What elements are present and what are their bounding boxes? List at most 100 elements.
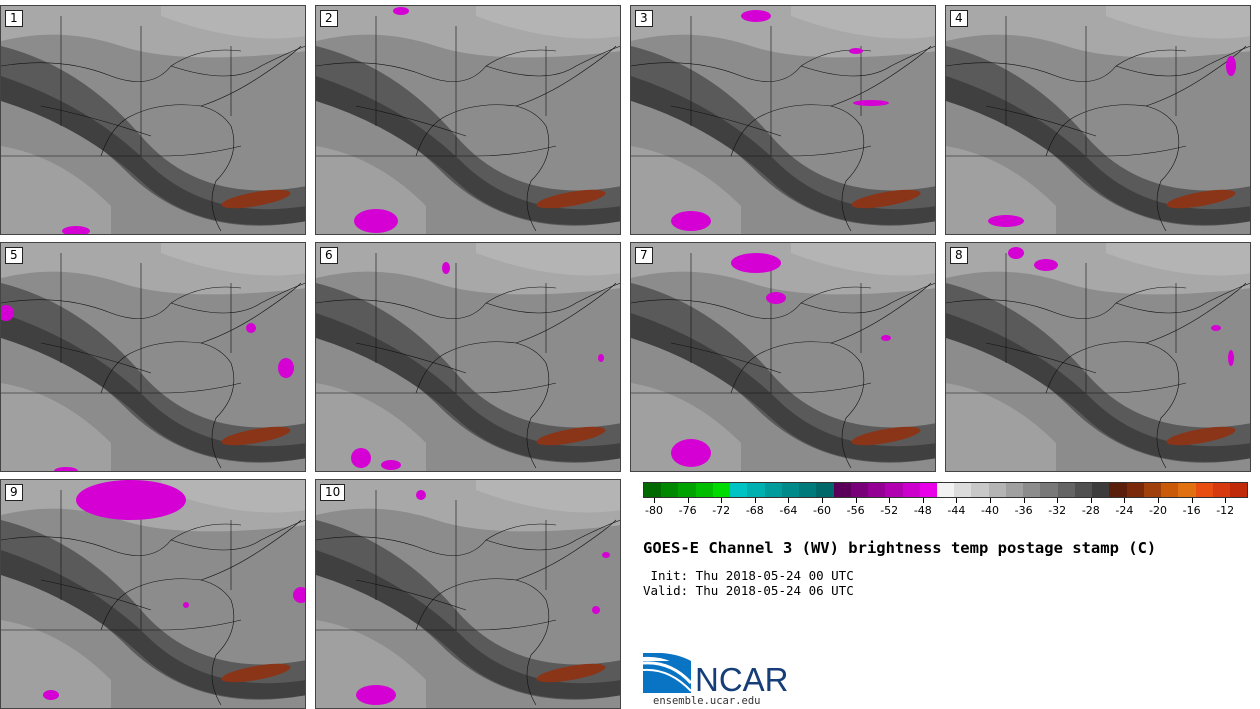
colorbar-segment: [747, 483, 765, 497]
colorbar-segment: [712, 483, 731, 497]
colorbar-segment: [661, 483, 679, 497]
wv-map: [1, 6, 305, 234]
panel-5: 5: [0, 242, 306, 472]
colorbar-segment: [730, 483, 748, 497]
panel-number: 8: [950, 247, 968, 264]
colorbar-segment: [644, 483, 662, 497]
colorbar-segment: [850, 483, 869, 497]
colorbar-segment: [695, 483, 713, 497]
colorbar-tick: [956, 498, 958, 503]
panel-number: 4: [950, 10, 968, 27]
panel-number: 7: [635, 247, 653, 264]
valid-time: Valid: Thu 2018-05-24 06 UTC: [643, 583, 854, 598]
colorbar-segment: [902, 483, 920, 497]
colorbar-ticks: -80 -76 -72 -68 -64 -60 -56 -52 -48 -44 -40 -36 -32 -…: [643, 498, 1248, 520]
colorbar-tick-label: -52: [880, 504, 899, 517]
colorbar-tick: [922, 498, 924, 503]
wv-map: [946, 6, 1250, 234]
colorbar-tick: [721, 498, 723, 503]
colorbar-segment: [781, 483, 800, 497]
colorbar-tick: [654, 498, 655, 503]
colorbar-tick-label: -24: [1115, 504, 1134, 517]
colorbar-tick: [1191, 498, 1193, 503]
colorbar-segment: [1092, 483, 1110, 497]
colorbar-tick-label: -80: [645, 504, 663, 517]
panel-8: 8: [945, 242, 1251, 472]
colorbar-segment: [833, 483, 851, 497]
logo-text: NCAR: [695, 661, 789, 695]
colorbar-tick: [1158, 498, 1159, 503]
ncar-logo: NCAR: [643, 653, 789, 695]
colorbar-segment: [764, 483, 782, 497]
colorbar-segment: [954, 483, 972, 497]
panel-6: 6: [315, 242, 621, 472]
wv-map: [316, 6, 620, 234]
panel-3: 3: [630, 5, 936, 235]
colorbar-tick-label: -68: [745, 504, 764, 517]
panel-number: 3: [635, 10, 653, 27]
colorbar-tick-label: -16: [1182, 504, 1201, 517]
colorbar-segment: [971, 483, 989, 497]
logo-url: ensemble.ucar.edu: [653, 695, 761, 707]
wv-map: [631, 243, 935, 471]
colorbar-tick: [1057, 498, 1059, 503]
colorbar-tick: [687, 498, 689, 503]
panel-1: 1: [0, 5, 306, 235]
panel-2: 2: [315, 5, 621, 235]
colorbar-segment: [1161, 483, 1179, 497]
colorbar-tick: [822, 498, 823, 503]
wv-map: [1, 243, 305, 471]
panel-10: 10: [315, 479, 621, 709]
panel-4: 4: [945, 5, 1251, 235]
colorbar-tick-label: -12: [1216, 504, 1235, 517]
colorbar-segment: [936, 483, 955, 497]
panel-number: 1: [5, 10, 23, 27]
colorbar-segment: [1109, 483, 1127, 497]
colorbar-segment: [816, 483, 834, 497]
colorbar-segment: [1212, 483, 1230, 497]
colorbar-tick-label: -64: [779, 504, 798, 517]
colorbar-segment: [1229, 483, 1248, 497]
panel-7: 7: [630, 242, 936, 472]
colorbar-segment: [678, 483, 696, 497]
colorbar-tick-label: -56: [846, 504, 865, 517]
colorbar-segment: [1126, 483, 1144, 497]
colorbar-tick: [855, 498, 857, 503]
panel-number: 2: [320, 10, 338, 27]
colorbar-tick: [788, 498, 790, 503]
panel-number: 5: [5, 247, 23, 264]
wv-map: [631, 6, 935, 234]
colorbar-segment: [1057, 483, 1075, 497]
colorbar-tick-label: -72: [712, 504, 731, 517]
colorbar-segment: [919, 483, 937, 497]
colorbar-tick: [990, 498, 991, 503]
colorbar-segment: [1074, 483, 1093, 497]
colorbar-tick-label: -28: [1081, 504, 1100, 517]
panel-9: 9: [0, 479, 306, 709]
panel-number: 6: [320, 247, 338, 264]
colorbar-tick: [1124, 498, 1126, 503]
panel-number: 9: [5, 484, 23, 501]
wv-map: [1, 480, 305, 708]
colorbar-segment: [1005, 483, 1024, 497]
colorbar-segment: [1023, 483, 1041, 497]
colorbar-tick: [889, 498, 891, 503]
colorbar-segment: [885, 483, 903, 497]
colorbar-tick-label: -60: [813, 504, 831, 517]
colorbar-tick-label: -44: [947, 504, 966, 517]
colorbar-tick-label: -48: [913, 504, 932, 517]
colorbar-tick-label: -76: [678, 504, 697, 517]
colorbar-tick: [1090, 498, 1092, 503]
colorbar-tick-label: -36: [1014, 504, 1033, 517]
colorbar: [643, 482, 1248, 498]
colorbar-segment: [988, 483, 1006, 497]
wv-map: [946, 243, 1250, 471]
colorbar-tick-label: -20: [1149, 504, 1167, 517]
colorbar-segment: [1143, 483, 1162, 497]
colorbar-segment: [1195, 483, 1213, 497]
colorbar-segment: [868, 483, 886, 497]
colorbar-tick-label: -32: [1048, 504, 1067, 517]
colorbar-segment: [1040, 483, 1058, 497]
panel-number: 10: [320, 484, 346, 501]
colorbar-segment: [799, 483, 817, 497]
